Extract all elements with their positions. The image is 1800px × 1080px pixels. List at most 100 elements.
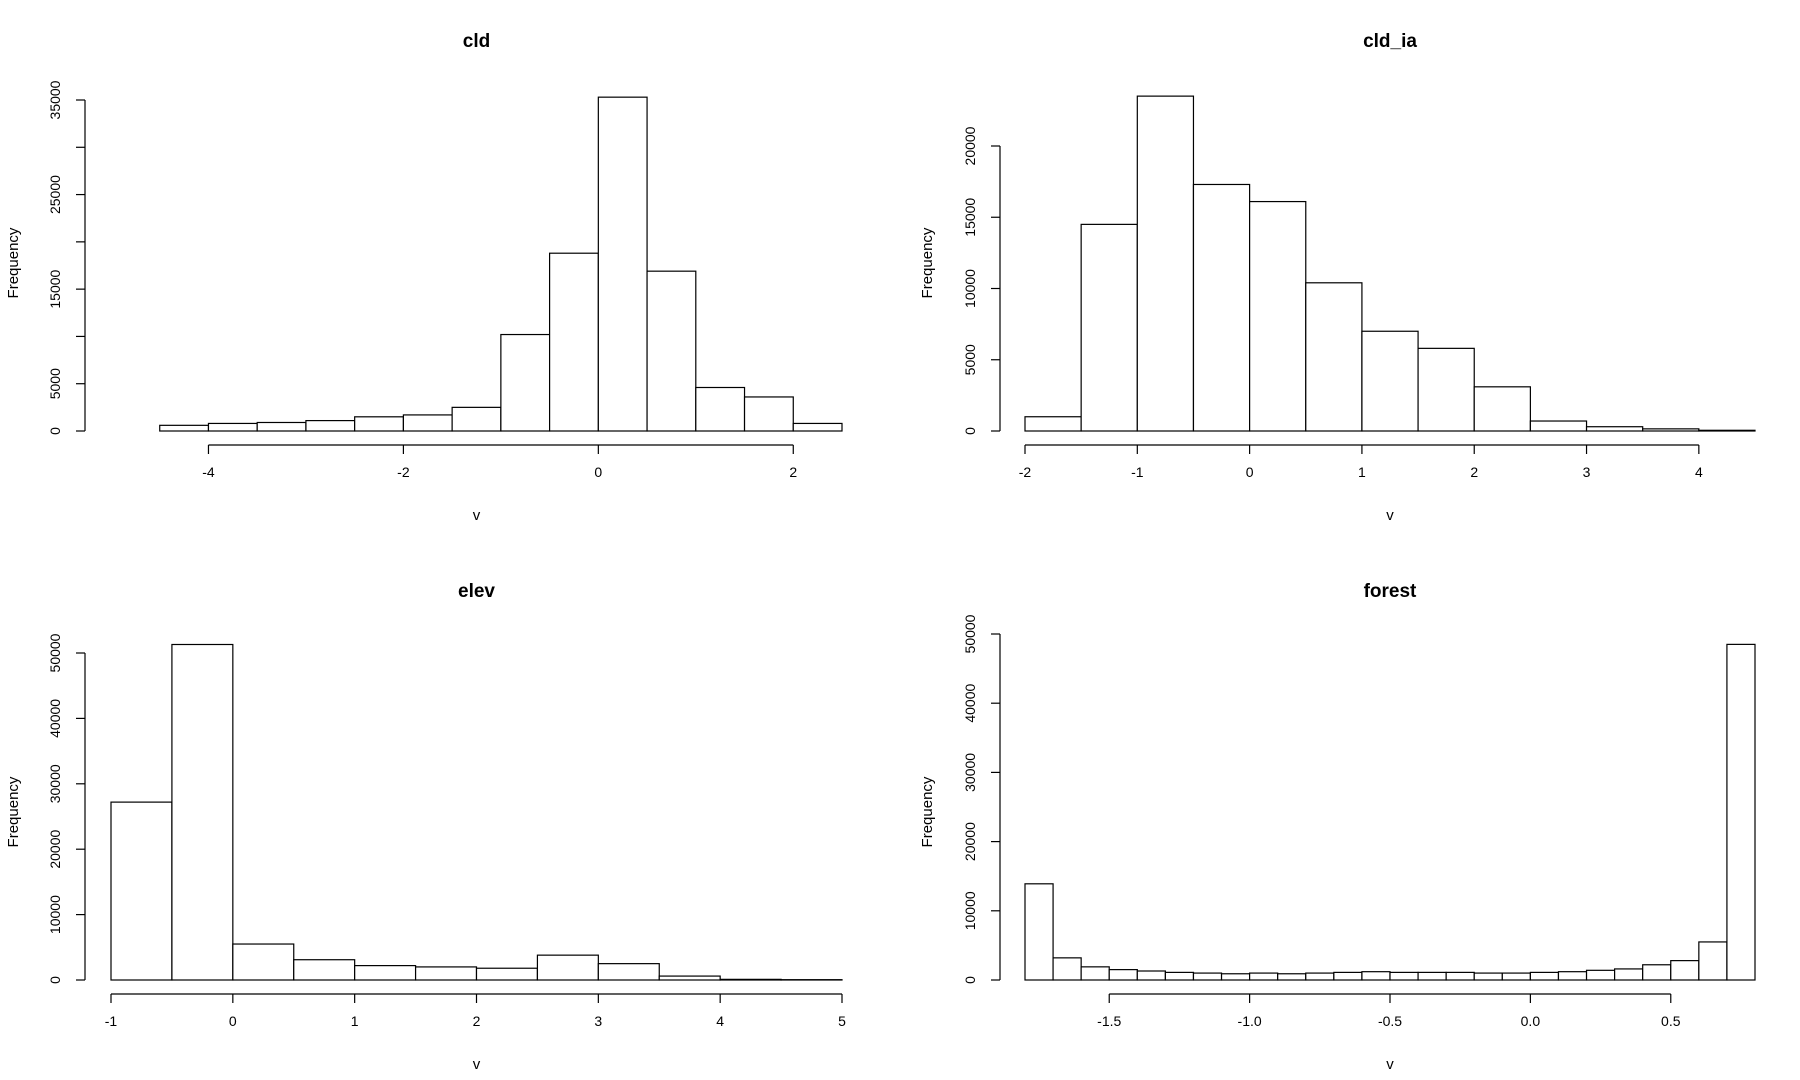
chart-title: cld_ia bbox=[1363, 31, 1417, 52]
histogram-bar bbox=[743, 396, 794, 432]
histogram-bar bbox=[597, 96, 648, 432]
histogram-bar bbox=[1585, 969, 1616, 981]
y-tick-label: 40000 bbox=[962, 684, 978, 723]
y-tick-label: 0 bbox=[47, 976, 63, 984]
histogram-bar bbox=[451, 406, 502, 432]
y-tick-label: 5000 bbox=[47, 368, 63, 399]
histogram-bar bbox=[1024, 416, 1082, 432]
histogram-bar bbox=[1277, 973, 1307, 981]
histogram-bar bbox=[256, 421, 307, 432]
histogram-bar bbox=[658, 975, 721, 981]
histogram-bar bbox=[1529, 971, 1560, 981]
histogram-bar bbox=[354, 965, 417, 981]
histogram-bar bbox=[1698, 429, 1756, 432]
histogram-bar bbox=[1473, 386, 1531, 432]
histogram-bar bbox=[1136, 95, 1195, 432]
y-axis-label: Frequency bbox=[919, 227, 936, 298]
x-tick-label: 5 bbox=[838, 1013, 846, 1029]
x-tick-label: 4 bbox=[1695, 464, 1703, 480]
x-tick-label: -1 bbox=[105, 1013, 118, 1029]
histogram-bar bbox=[500, 333, 551, 432]
histogram-bar bbox=[305, 419, 356, 432]
histogram-bar bbox=[597, 963, 660, 981]
y-axis-label: Frequency bbox=[919, 776, 936, 847]
x-axis-label: v bbox=[1386, 1056, 1394, 1073]
histogram-bar bbox=[207, 422, 258, 432]
histogram-bar bbox=[402, 414, 453, 432]
histogram-bar bbox=[232, 943, 295, 981]
histogram-bar bbox=[1417, 971, 1447, 981]
x-tick-label: 1 bbox=[351, 1013, 359, 1029]
y-tick-label: 20000 bbox=[962, 822, 978, 861]
histogram-bar bbox=[1614, 968, 1644, 981]
histogram-bar bbox=[1108, 969, 1138, 981]
x-tick-label: 4 bbox=[716, 1013, 724, 1029]
x-tick-label: -2 bbox=[397, 464, 410, 480]
histogram-bar bbox=[293, 959, 356, 981]
histogram-bar bbox=[475, 967, 539, 981]
histogram-bar bbox=[1642, 428, 1700, 432]
histogram-bar bbox=[1333, 971, 1363, 981]
histogram-bar bbox=[646, 270, 697, 432]
y-tick-label: 35000 bbox=[47, 80, 63, 119]
histogram-bar bbox=[1249, 972, 1279, 981]
x-tick-label: 3 bbox=[1583, 464, 1591, 480]
histogram-bar bbox=[1164, 971, 1195, 981]
histogram-bar bbox=[110, 801, 173, 981]
histogram-bar bbox=[1361, 330, 1419, 432]
x-tick-label: 2 bbox=[1470, 464, 1478, 480]
x-tick-label: 2 bbox=[789, 464, 797, 480]
histogram-bar bbox=[1249, 200, 1307, 432]
x-axis-label: v bbox=[473, 507, 481, 524]
y-tick-label: 10000 bbox=[47, 895, 63, 934]
histogram-bar bbox=[414, 966, 478, 981]
y-axis-label: Frequency bbox=[5, 227, 22, 298]
y-tick-label: 30000 bbox=[47, 764, 63, 803]
x-tick-label: 0.5 bbox=[1661, 1013, 1681, 1029]
histogram-bar bbox=[536, 954, 599, 981]
chart-title: cld bbox=[463, 31, 490, 52]
x-tick-label: -1 bbox=[1131, 464, 1144, 480]
histogram-bar bbox=[548, 252, 599, 432]
chart-title: elev bbox=[458, 581, 495, 602]
histogram-bar bbox=[1080, 223, 1138, 432]
chart-title: forest bbox=[1364, 581, 1417, 602]
y-tick-label: 40000 bbox=[47, 699, 63, 738]
histogram-bar bbox=[1585, 426, 1644, 432]
histogram-panel-forest: forest -1.5 -1.0 -0.5 0.0 0.5 v 0 10000 20000 3000… bbox=[919, 581, 1756, 1073]
histogram-bar bbox=[171, 643, 234, 981]
histogram-bar bbox=[1361, 971, 1391, 981]
histogram-bar bbox=[1670, 960, 1700, 981]
histogram-bar bbox=[1501, 972, 1531, 981]
histogram-bar bbox=[1473, 972, 1503, 981]
x-axis-label: v bbox=[473, 1056, 481, 1073]
y-tick-label: 20000 bbox=[962, 126, 978, 165]
histogram-bar bbox=[1192, 183, 1251, 432]
histogram-bar bbox=[1529, 420, 1588, 432]
histogram-bar bbox=[1024, 883, 1054, 981]
histogram-bar bbox=[1192, 972, 1223, 981]
histogram-bar bbox=[1445, 971, 1475, 981]
histogram-bar bbox=[792, 422, 843, 432]
histogram-bar bbox=[695, 386, 746, 432]
histogram-bar bbox=[1557, 971, 1588, 981]
x-tick-label: 0 bbox=[594, 464, 602, 480]
y-tick-label: 30000 bbox=[962, 753, 978, 792]
x-tick-label: -1.5 bbox=[1097, 1013, 1121, 1029]
histogram-bar bbox=[1080, 966, 1110, 981]
histogram-bar bbox=[1698, 941, 1728, 981]
x-tick-label: 0 bbox=[229, 1013, 237, 1029]
y-tick-label: 0 bbox=[962, 976, 978, 984]
x-tick-label: -4 bbox=[202, 464, 215, 480]
histogram-bar bbox=[1417, 347, 1475, 432]
histogram-bar bbox=[1220, 973, 1251, 981]
y-tick-label: 0 bbox=[47, 427, 63, 435]
histogram-bar bbox=[1305, 972, 1335, 981]
histogram-bar bbox=[1726, 643, 1756, 981]
histogram-bar bbox=[1305, 282, 1363, 432]
histogram-bar bbox=[719, 978, 782, 981]
histogram-bar bbox=[354, 416, 404, 432]
y-tick-label: 0 bbox=[962, 427, 978, 435]
x-tick-label: -1.0 bbox=[1238, 1013, 1262, 1029]
